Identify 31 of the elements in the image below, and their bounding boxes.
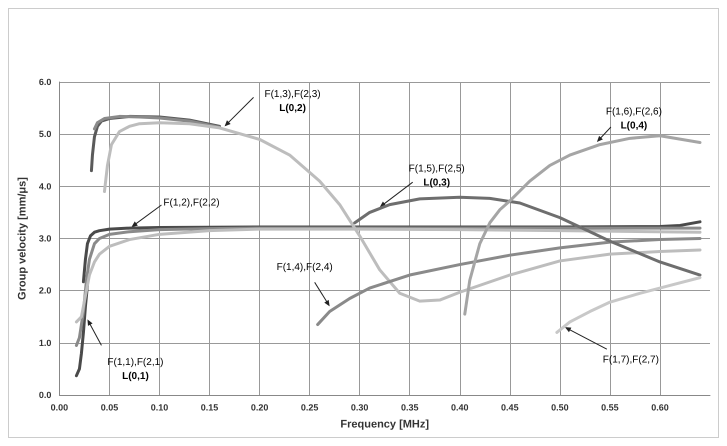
x-tick-label: 0.50 <box>551 402 569 412</box>
x-axis-title: Frequency [MHz] <box>340 418 430 430</box>
annotation: F(1,5),F(2,5) L(0,3) <box>408 164 465 189</box>
x-tick-label: 0.45 <box>501 402 519 412</box>
annotation: F(1,7),F(2,7) <box>602 354 659 366</box>
y-tick-label: 1.0 <box>38 338 52 348</box>
y-axis-title: Group velocity [mm/μs] <box>16 176 28 300</box>
x-tick-label: 0.05 <box>100 402 118 412</box>
x-tick-label: 0.60 <box>651 402 669 412</box>
annotation: F(1,2),F(2,2) <box>163 198 220 209</box>
y-tick-label: 3.0 <box>38 234 52 244</box>
x-tick-label: 0.55 <box>601 402 619 412</box>
x-tick-label: 0.30 <box>350 402 368 412</box>
x-tick-label: 0.35 <box>400 402 418 412</box>
line-series <box>555 276 702 334</box>
y-tick-label: 0.0 <box>38 390 52 400</box>
annotation: F(1,4),F(2,4) <box>276 262 333 273</box>
x-tick-label: 0.20 <box>250 402 268 412</box>
x-tick-label: 0.40 <box>451 402 469 412</box>
line-series <box>353 196 702 277</box>
annotation: F(1,6),F(2,6) L(0,4) <box>606 106 662 132</box>
annotation: F(1,1),F(2,1) L(0,1) <box>107 356 164 382</box>
x-tick-label: 0.15 <box>200 402 218 412</box>
x-tick-label: 0.00 <box>50 402 68 412</box>
x-tick-label: 0.10 <box>150 402 168 412</box>
y-tick-label: 5.0 <box>38 129 52 140</box>
annotation: F(1,3),F(2,3) L(0,2) <box>264 88 321 114</box>
x-tick-label: 0.25 <box>300 402 318 412</box>
y-tick-label: 4.0 <box>38 181 52 192</box>
y-tick-label: 6.0 <box>38 77 52 87</box>
y-tick-label: 2.0 <box>38 286 52 296</box>
